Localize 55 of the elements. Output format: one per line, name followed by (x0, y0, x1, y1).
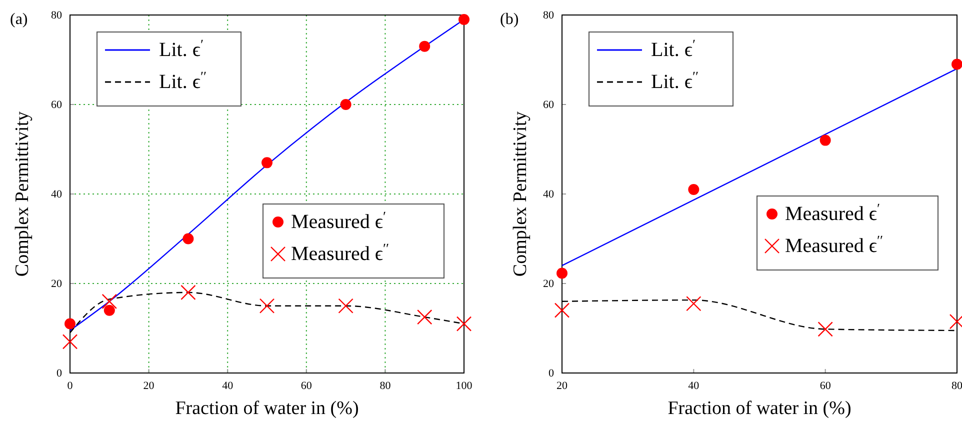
legend-label: Measured ϵ$^{′′}$ (291, 242, 390, 265)
x-tick-label: 80 (952, 380, 962, 392)
legend-label: Measured ϵ$^{′′}$ (785, 234, 884, 257)
x-axis-title: Fraction of water in (%) (175, 398, 359, 419)
point (820, 134, 831, 146)
x-tick-label: 40 (688, 380, 700, 392)
point (456, 316, 472, 332)
y-tick-label: 40 (51, 188, 62, 201)
x-tick-label: 20 (556, 380, 568, 392)
x-axis-title: Fraction of water in (%) (668, 398, 852, 419)
legend-label: Lit. ϵ$^{′}$ (159, 38, 204, 61)
legend-label: Lit. ϵ$^{′′}$ (159, 70, 207, 93)
x-tick-label: 60 (820, 380, 832, 392)
y-tick-label: 80 (543, 10, 554, 22)
y-tick-label: 80 (51, 10, 62, 22)
y-tick-label: 20 (51, 278, 62, 290)
y-tick-label: 60 (51, 99, 62, 112)
y-axis-title: Complex Permittivity (510, 110, 531, 277)
point (182, 233, 194, 244)
point (419, 40, 430, 52)
x-tick-label: 0 (67, 380, 74, 392)
point (104, 304, 115, 316)
legend-label: Lit. ϵ$^{′}$ (651, 38, 696, 61)
legend-label: Measured ϵ$^{′}$ (291, 210, 386, 233)
x-tick-label: 80 (380, 380, 392, 392)
point (458, 14, 470, 25)
x-tick-label: 100 (456, 380, 473, 392)
y-tick-label: 0 (548, 368, 554, 380)
point (64, 318, 76, 330)
legend-label: Lit. ϵ$^{′′}$ (651, 70, 699, 93)
point (180, 284, 196, 300)
point (686, 296, 702, 312)
point (338, 298, 354, 314)
chart-title: (b) (500, 11, 519, 28)
y-tick-label: 60 (543, 99, 554, 112)
point (417, 309, 432, 325)
point (62, 334, 78, 350)
point (818, 322, 833, 337)
point (102, 294, 117, 309)
point (259, 298, 275, 314)
y-axis-title: Complex Permittivity (12, 110, 33, 277)
x-tick-label: 20 (143, 380, 155, 392)
point (688, 184, 700, 196)
y-tick-label: 20 (543, 278, 554, 290)
point (554, 302, 570, 318)
x-tick-label: 60 (300, 380, 312, 392)
point (556, 268, 568, 279)
point (340, 99, 352, 110)
x-tick-label: 40 (222, 380, 234, 392)
chart-title: (a) (10, 11, 28, 28)
point (952, 58, 962, 70)
point (262, 157, 272, 168)
legend-label: Measured ϵ$^{′}$ (785, 202, 880, 225)
y-tick-label: 40 (543, 188, 554, 201)
y-tick-label: 0 (56, 368, 62, 380)
